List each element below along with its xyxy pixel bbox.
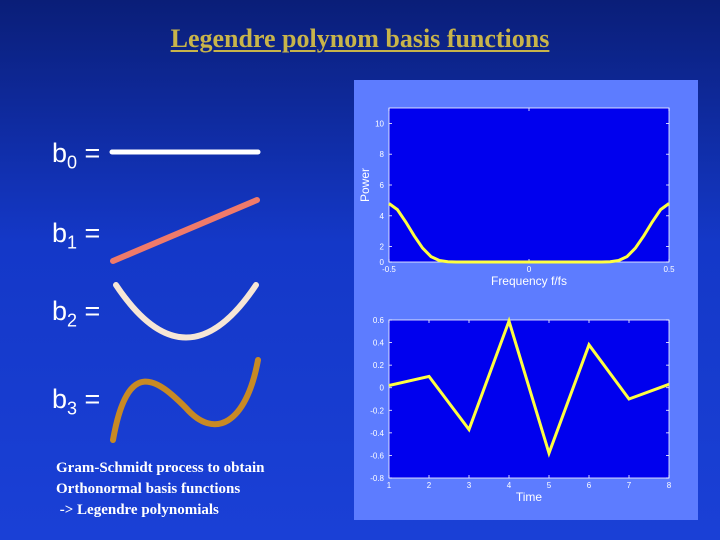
y-tick-label: 2 (380, 243, 385, 252)
matlab-figure: -0.5 0 0.5 0 2 4 6 8 10 Frequency f/fs Power 1 2 3 4 5 6… (354, 80, 698, 520)
basis-equals: = (77, 138, 101, 168)
x-tick-label: 0.5 (663, 265, 675, 274)
y-tick-label: 0.6 (373, 316, 385, 325)
plot-area (388, 107, 670, 263)
x-tick-label: 1 (387, 481, 392, 490)
x-tick-label: 6 (587, 481, 592, 490)
y-tick-label: 0.2 (373, 361, 385, 370)
basis-name: b (52, 296, 68, 326)
y-tick-label: -0.8 (370, 474, 384, 483)
basis-equals: = (77, 218, 101, 248)
y-tick-label: 6 (380, 181, 385, 190)
gram-schmidt-note: Gram-Schmidt process to obtain Orthonorma… (56, 458, 264, 521)
basis-subscript: 2 (67, 310, 78, 331)
y-tick-label: -0.4 (370, 429, 384, 438)
basis-label-b0: b0 = (52, 138, 100, 173)
basis-label-b2: b2 = (52, 296, 100, 331)
y-tick-label: 8 (380, 150, 385, 159)
basis-equals: = (77, 384, 101, 414)
series-line (388, 316, 670, 458)
basis-name: b (52, 218, 68, 248)
x-tick-label: 4 (507, 481, 512, 490)
x-tick-label: 2 (427, 481, 432, 490)
plot-area (388, 319, 670, 479)
note-line: Orthonormal basis functions (56, 481, 241, 497)
y-tick-label: 4 (380, 212, 385, 221)
slide-title: Legendre polynom basis functions (170, 24, 550, 53)
basis-equals: = (77, 296, 101, 326)
y-tick-label: 0.4 (373, 339, 385, 348)
note-line: Gram-Schmidt process to obtain (56, 460, 265, 476)
x-tick-label: 0 (527, 265, 532, 274)
x-axis-label: Frequency f/fs (491, 274, 567, 288)
basis-label-b1: b1 = (52, 218, 100, 253)
y-tick-label: -0.2 (370, 406, 384, 415)
x-tick-label: 8 (667, 481, 672, 490)
basis-subscript: 1 (67, 232, 78, 253)
x-axis-label: Time (516, 490, 543, 504)
x-tick-label: 7 (627, 481, 632, 490)
y-tick-label: 0 (380, 384, 385, 393)
series-line (388, 202, 670, 264)
basis-name: b (52, 384, 68, 414)
basis-curve-b2 (113, 282, 259, 341)
x-tick-label: -0.5 (382, 265, 396, 274)
y-tick-label: -0.6 (370, 451, 384, 460)
y-tick-label: 0 (380, 258, 385, 267)
basis-curve-b3 (110, 357, 261, 443)
x-tick-label: 3 (467, 481, 472, 490)
basis-label-b3: b3 = (52, 384, 100, 419)
x-tick-label: 5 (547, 481, 552, 490)
y-tick-label: 10 (375, 119, 384, 128)
y-axis-label: Power (358, 168, 372, 202)
basis-subscript: 3 (67, 398, 78, 419)
basis-curve-b1 (110, 197, 260, 264)
note-line: -> Legendre polynomials (56, 502, 219, 518)
basis-name: b (52, 138, 68, 168)
basis-subscript: 0 (67, 152, 78, 173)
